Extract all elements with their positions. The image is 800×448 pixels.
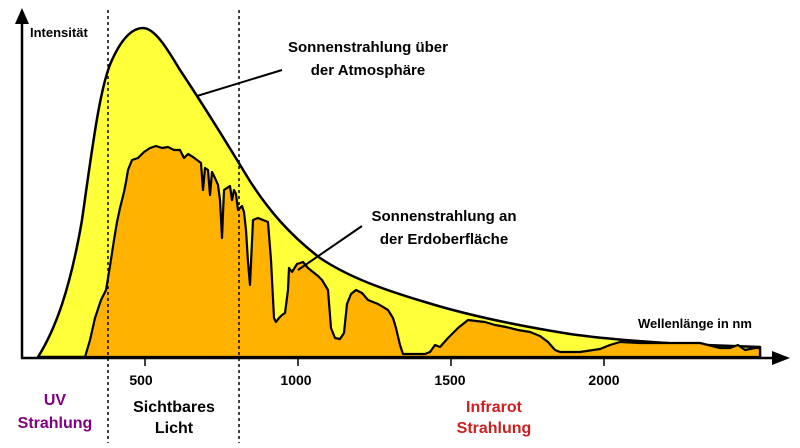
infrared-region-label-line1: Infrarot — [466, 399, 523, 416]
x-tick-label-2000: 2000 — [588, 372, 619, 388]
x-tick-label-1500: 1500 — [434, 372, 465, 388]
bottom-curve-label-line2: der Erdoberfläche — [380, 231, 508, 248]
x-axis-label: Wellenlänge in nm — [638, 316, 752, 331]
y-axis-arrowhead — [15, 8, 29, 24]
infrared-region-label-line2: Strahlung — [457, 420, 532, 437]
top-curve-label-line2: der Atmosphäre — [311, 62, 425, 79]
uv-region-label-line2: Strahlung — [18, 415, 93, 432]
uv-region-label-line1: UV — [44, 392, 67, 409]
visible-region-label-line1: Sichtbares — [133, 399, 215, 416]
x-ticks — [144, 358, 605, 366]
bottom-curve-label-line1: Sonnenstrahlung an — [371, 208, 516, 225]
bottom-spectrum-area — [83, 144, 762, 359]
x-tick-label-1000: 1000 — [280, 372, 311, 388]
visible-region-label-line2: Licht — [155, 420, 194, 437]
x-tick-label-500: 500 — [129, 372, 153, 388]
bottom-curve-leader-line — [297, 225, 363, 271]
x-axis-arrowhead — [772, 351, 790, 365]
y-axis-label: Intensität — [30, 25, 88, 40]
top-curve-label-line1: Sonnenstrahlung über — [288, 39, 448, 56]
top-curve-leader-line — [196, 69, 283, 97]
